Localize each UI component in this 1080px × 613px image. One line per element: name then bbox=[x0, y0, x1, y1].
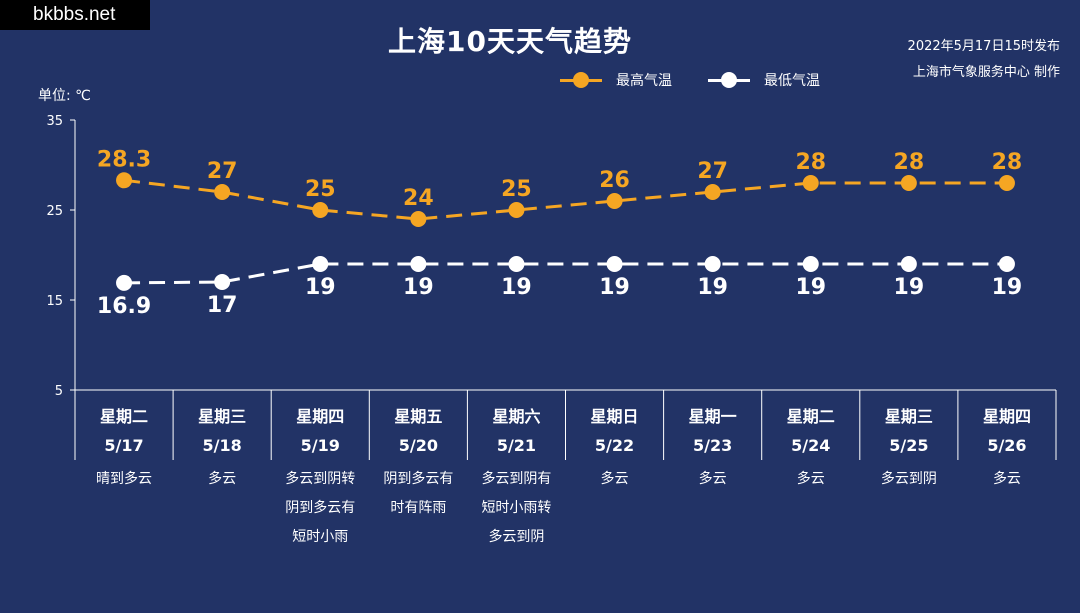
weather-text: 阴到多云有 bbox=[285, 499, 355, 516]
data-point-high bbox=[704, 184, 721, 200]
weather-text: 多云到阴有 bbox=[481, 470, 551, 487]
weekday-label: 星期一 bbox=[689, 407, 737, 426]
weekday-label: 星期三 bbox=[198, 407, 246, 426]
weather-text: 短时小雨转 bbox=[481, 500, 551, 516]
date-label: 5/18 bbox=[203, 436, 242, 455]
data-point-high bbox=[802, 175, 819, 191]
data-point-high bbox=[214, 184, 231, 200]
data-label-high: 28 bbox=[795, 150, 826, 175]
data-point-high bbox=[900, 175, 917, 191]
data-label-low: 16.9 bbox=[97, 294, 151, 319]
legend-item-low: 最低气温 bbox=[708, 70, 820, 90]
series-line-high bbox=[123, 178, 1007, 221]
weekday-label: 星期二 bbox=[787, 407, 835, 426]
weekday-label: 星期五 bbox=[394, 407, 442, 426]
data-point-high bbox=[998, 175, 1015, 191]
data-label-low: 19 bbox=[697, 275, 728, 300]
weather-text: 阴到多云有 bbox=[383, 470, 453, 487]
series-line-low bbox=[124, 262, 1007, 285]
weather-text: 多云 bbox=[699, 470, 727, 487]
legend-item-high: 最高气温 bbox=[560, 70, 672, 90]
data-point-high bbox=[312, 202, 329, 218]
data-point-high bbox=[606, 193, 623, 209]
data-label-low: 19 bbox=[992, 275, 1023, 300]
legend-swatch-high bbox=[560, 72, 602, 88]
weather-text: 多云 bbox=[993, 470, 1021, 487]
data-label-low: 19 bbox=[795, 275, 826, 300]
weekday-label: 星期三 bbox=[885, 407, 933, 426]
y-tick-label: 15 bbox=[46, 294, 63, 309]
legend: 最高气温 最低气温 bbox=[560, 70, 820, 90]
data-point-low bbox=[704, 256, 721, 272]
data-label-high: 27 bbox=[207, 159, 238, 184]
date-label: 5/20 bbox=[399, 436, 438, 455]
data-label-high: 26 bbox=[599, 168, 630, 193]
legend-swatch-low bbox=[708, 72, 750, 88]
data-point-high bbox=[410, 211, 427, 227]
weather-text: 多云 bbox=[797, 470, 825, 487]
data-label-high: 28.3 bbox=[97, 147, 151, 172]
data-label-high: 28 bbox=[992, 150, 1023, 175]
date-label: 5/24 bbox=[791, 436, 830, 455]
unit-label: 单位: ℃ bbox=[38, 88, 91, 104]
legend-label-high: 最高气温 bbox=[616, 73, 672, 89]
watermark: bkbbs.net bbox=[0, 0, 150, 30]
date-label: 5/26 bbox=[987, 436, 1026, 455]
data-label-high: 25 bbox=[501, 177, 532, 202]
data-point-high bbox=[508, 202, 525, 218]
y-tick-label: 25 bbox=[46, 204, 63, 219]
y-tick-label: 5 bbox=[55, 384, 63, 399]
weekday-label: 星期日 bbox=[591, 407, 639, 426]
weather-text: 时有阵雨 bbox=[390, 500, 446, 516]
data-label-low: 19 bbox=[403, 275, 434, 300]
date-label: 5/17 bbox=[104, 436, 143, 455]
chart-title: 上海10天天气趋势 bbox=[388, 25, 632, 58]
data-point-low bbox=[410, 256, 427, 272]
data-point-low bbox=[900, 256, 917, 272]
weekday-label: 星期四 bbox=[296, 407, 344, 426]
data-label-high: 27 bbox=[697, 159, 728, 184]
issue-time: 2022年5月17日15时发布 bbox=[907, 39, 1060, 54]
weather-text: 多云到阴 bbox=[881, 470, 937, 487]
data-point-low bbox=[606, 256, 623, 272]
data-point-low bbox=[508, 256, 525, 272]
date-label: 5/23 bbox=[693, 436, 732, 455]
date-label: 5/19 bbox=[301, 436, 340, 455]
weekday-label: 星期二 bbox=[100, 407, 148, 426]
data-point-low bbox=[214, 274, 231, 290]
data-label-high: 25 bbox=[305, 177, 336, 202]
data-label-low: 19 bbox=[305, 275, 336, 300]
weather-text: 多云 bbox=[601, 470, 629, 487]
data-label-high: 24 bbox=[403, 186, 434, 211]
date-label: 5/21 bbox=[497, 436, 536, 455]
weather-text: 晴到多云 bbox=[96, 470, 152, 487]
weather-text: 多云到阴 bbox=[488, 528, 544, 545]
data-label-low: 17 bbox=[207, 293, 238, 318]
weather-text: 短时小雨 bbox=[292, 529, 348, 545]
date-label: 5/25 bbox=[889, 436, 928, 455]
data-point-high bbox=[116, 172, 133, 189]
weekday-label: 星期六 bbox=[492, 407, 540, 426]
data-label-low: 19 bbox=[599, 275, 630, 300]
data-point-low bbox=[116, 274, 133, 291]
data-point-low bbox=[802, 256, 819, 272]
data-point-low bbox=[312, 256, 329, 272]
data-label-high: 28 bbox=[894, 150, 925, 175]
weather-text: 多云 bbox=[208, 470, 236, 487]
data-label-low: 19 bbox=[894, 275, 925, 300]
y-tick-label: 35 bbox=[46, 114, 63, 129]
data-label-low: 19 bbox=[501, 275, 532, 300]
data-point-low bbox=[998, 256, 1015, 272]
legend-label-low: 最低气温 bbox=[764, 73, 820, 89]
weekday-label: 星期四 bbox=[983, 407, 1031, 426]
weather-text: 多云到阴转 bbox=[285, 470, 355, 487]
date-label: 5/22 bbox=[595, 436, 634, 455]
producer-credit: 上海市气象服务中心 制作 bbox=[912, 65, 1060, 80]
